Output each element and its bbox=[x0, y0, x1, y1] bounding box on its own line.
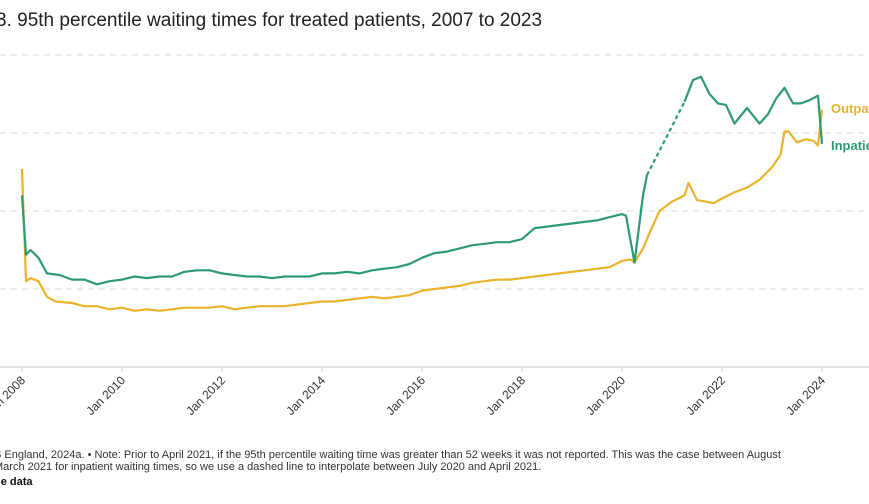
x-tick-label-2: Jan 2012 bbox=[183, 373, 228, 418]
inpatient-line bbox=[20, 174, 649, 286]
x-tick-label-6: Jan 2020 bbox=[583, 373, 628, 418]
gridlines bbox=[0, 54, 869, 368]
x-tick-label-5: Jan 2018 bbox=[483, 373, 528, 418]
note-line-1: S England, 2024a. • Note: Prior to April… bbox=[0, 449, 781, 461]
x-tick-label-1: Jan 2010 bbox=[83, 373, 128, 418]
series-lines bbox=[20, 75, 824, 312]
source-note: S England, 2024a. • Note: Prior to April… bbox=[0, 449, 869, 473]
outpatient-series-label: Outpatient bbox=[831, 101, 869, 116]
note-line-2: March 2021 for inpatient waiting times, … bbox=[0, 461, 542, 473]
inpatient-series-label: Inpatient bbox=[831, 138, 869, 153]
x-axis: Jan 2008 Jan 2010 Jan 2012 Jan 2014 Jan 2016… bbox=[0, 366, 869, 418]
get-data-link[interactable]: he data bbox=[0, 476, 33, 488]
inpatient-interpolated-line bbox=[646, 101, 686, 176]
inpatient-line-after bbox=[683, 75, 824, 144]
x-tick-label-4: Jan 2016 bbox=[383, 373, 428, 418]
chart-title: 3. 95th percentile waiting times for tre… bbox=[0, 10, 543, 31]
x-tick-label-0: Jan 2008 bbox=[0, 373, 28, 418]
series-labels: Outpatient Inpatient bbox=[831, 101, 869, 153]
outpatient-line bbox=[20, 109, 824, 312]
x-tick-label-7: Jan 2022 bbox=[683, 373, 728, 418]
x-tick-label-8: Jan 2024 bbox=[783, 373, 828, 418]
x-tick-label-3: Jan 2014 bbox=[283, 373, 328, 418]
